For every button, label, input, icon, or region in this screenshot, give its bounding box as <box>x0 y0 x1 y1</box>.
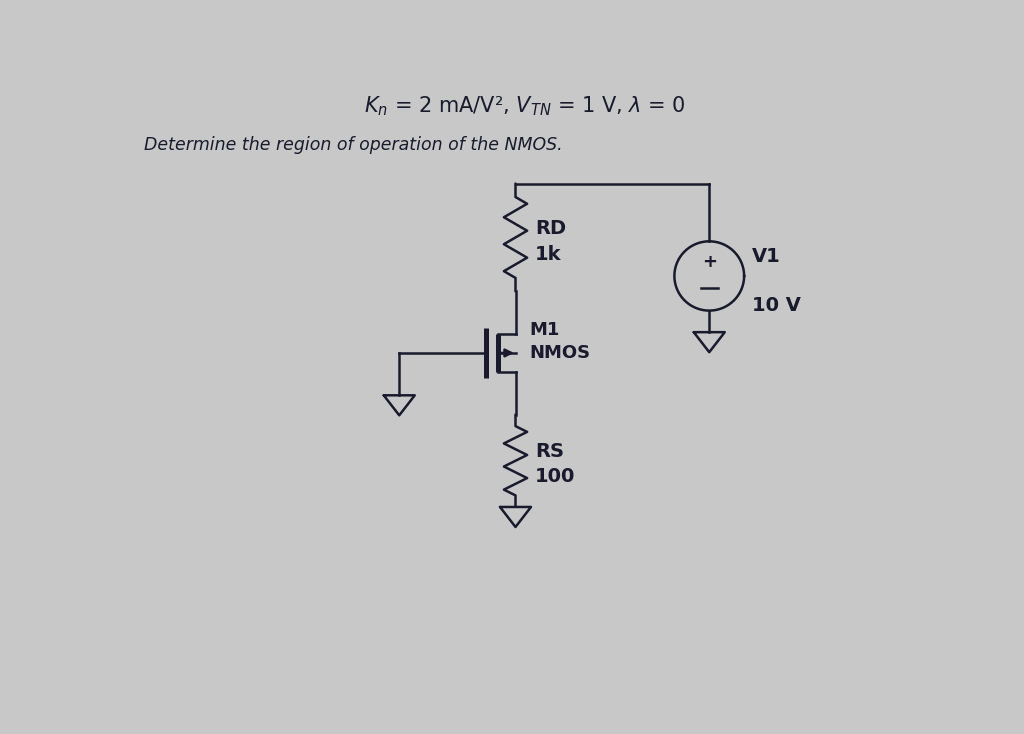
Text: RD: RD <box>535 219 566 238</box>
Text: NMOS: NMOS <box>529 344 591 362</box>
Text: 10 V: 10 V <box>752 296 801 315</box>
Text: +: + <box>701 253 717 271</box>
Text: RS: RS <box>535 442 564 461</box>
Text: M1: M1 <box>529 321 560 339</box>
Text: V1: V1 <box>752 247 780 266</box>
Text: 1k: 1k <box>535 245 561 264</box>
Text: Determine the region of operation of the NMOS.: Determine the region of operation of the… <box>143 136 562 154</box>
Text: 100: 100 <box>535 467 575 486</box>
Text: $K_n$ = 2 mA/V², $V_{TN}$ = 1 V, $\lambda$ = 0: $K_n$ = 2 mA/V², $V_{TN}$ = 1 V, $\lambd… <box>364 95 686 118</box>
